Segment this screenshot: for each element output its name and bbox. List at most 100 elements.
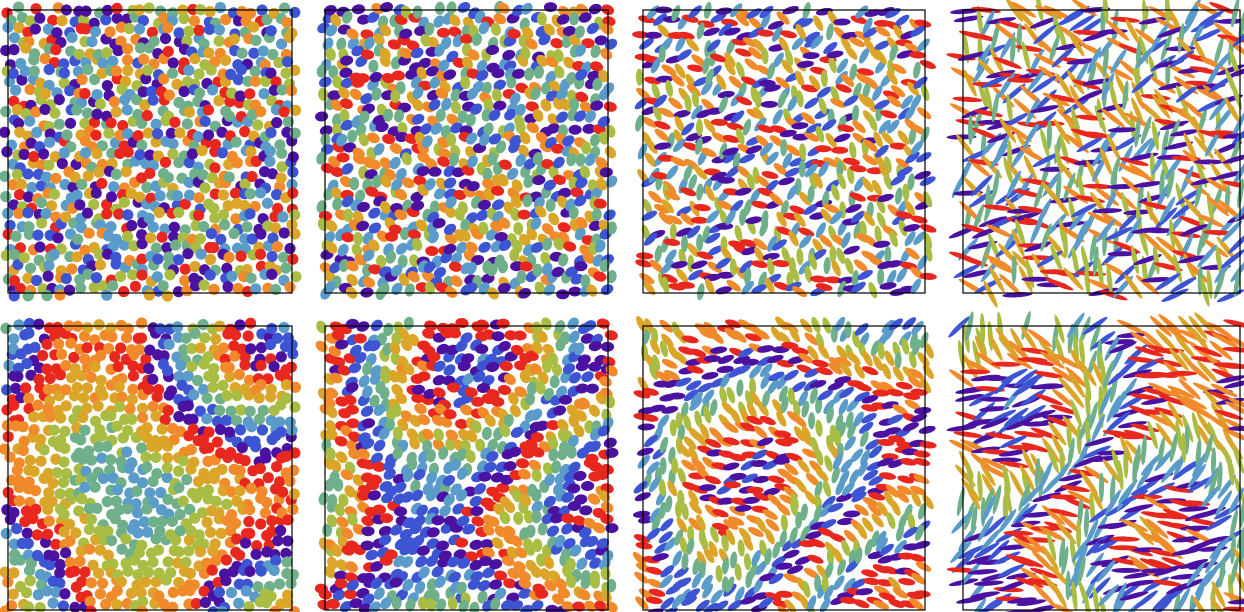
particle (131, 93, 143, 106)
particle (184, 189, 196, 201)
particle (1021, 41, 1031, 71)
particle (143, 2, 155, 14)
particle (659, 457, 667, 475)
particle (117, 120, 129, 132)
particle (228, 33, 240, 45)
particle (824, 455, 833, 472)
particle (953, 431, 984, 438)
particle (121, 43, 134, 55)
particle (65, 45, 77, 57)
particle (368, 59, 379, 73)
particle (635, 542, 653, 550)
particle (104, 26, 116, 38)
particle (910, 215, 928, 224)
particle (172, 254, 185, 266)
particle (147, 94, 159, 106)
particle (666, 165, 679, 180)
particle (32, 229, 44, 241)
particle (157, 280, 169, 292)
particle (913, 458, 931, 466)
particle (24, 15, 37, 27)
particle (121, 104, 133, 116)
particle (275, 351, 287, 363)
particle (1133, 181, 1163, 188)
particle (182, 248, 194, 260)
particle (4, 219, 16, 231)
particle (434, 1, 445, 15)
particle (91, 108, 103, 120)
particle (106, 147, 118, 159)
particle (205, 228, 218, 240)
snapshot-panel (632, 1, 937, 301)
particle (43, 159, 55, 171)
particle (173, 411, 185, 423)
particle (51, 27, 63, 39)
particle (697, 283, 705, 301)
particle (696, 183, 704, 201)
particle (952, 96, 983, 103)
particle (1035, 383, 1066, 390)
particle (41, 171, 53, 183)
particle (48, 188, 61, 200)
particle (90, 129, 102, 141)
particle (118, 239, 131, 251)
particle (851, 105, 860, 123)
particle (232, 73, 244, 86)
particle (252, 119, 264, 131)
particle (557, 222, 571, 233)
particle (96, 67, 108, 79)
snapshot-panel (0, 1, 302, 302)
particle (167, 138, 179, 150)
particle (205, 253, 217, 266)
particle (167, 57, 179, 69)
particle (703, 27, 720, 37)
particle (71, 189, 83, 201)
particle (193, 209, 205, 221)
particle (165, 127, 177, 139)
particle (189, 52, 201, 65)
particle (129, 280, 141, 292)
particle (58, 147, 70, 159)
particle (739, 153, 756, 164)
particle (111, 2, 123, 14)
particle (173, 27, 185, 39)
particle (373, 439, 386, 452)
particle (66, 31, 78, 44)
particle (91, 88, 103, 101)
particle (10, 230, 22, 242)
particle (425, 245, 439, 257)
particle (82, 170, 94, 182)
particle (11, 103, 23, 116)
particle (244, 405, 256, 417)
particle (136, 253, 148, 265)
particle (126, 219, 138, 232)
particle (250, 548, 262, 560)
particle (72, 233, 84, 245)
particle (202, 129, 215, 141)
particle (96, 177, 108, 189)
particle (255, 518, 267, 530)
particle (868, 281, 878, 299)
particle (213, 24, 225, 36)
particle (209, 162, 221, 174)
particle (205, 64, 217, 76)
particle (603, 437, 617, 448)
particle (206, 84, 219, 96)
particle (13, 189, 26, 201)
particle (88, 73, 101, 86)
particle (88, 281, 100, 294)
particle (393, 506, 408, 517)
particle (20, 42, 32, 54)
particle (743, 553, 752, 571)
particle (43, 79, 55, 92)
particle (222, 281, 234, 293)
particle (31, 274, 43, 286)
particle (162, 172, 175, 184)
particle (144, 167, 156, 179)
particle (105, 117, 117, 129)
particle (274, 578, 286, 590)
particle (150, 451, 162, 463)
particle (74, 274, 86, 286)
particle (759, 415, 776, 426)
particle (167, 148, 179, 160)
